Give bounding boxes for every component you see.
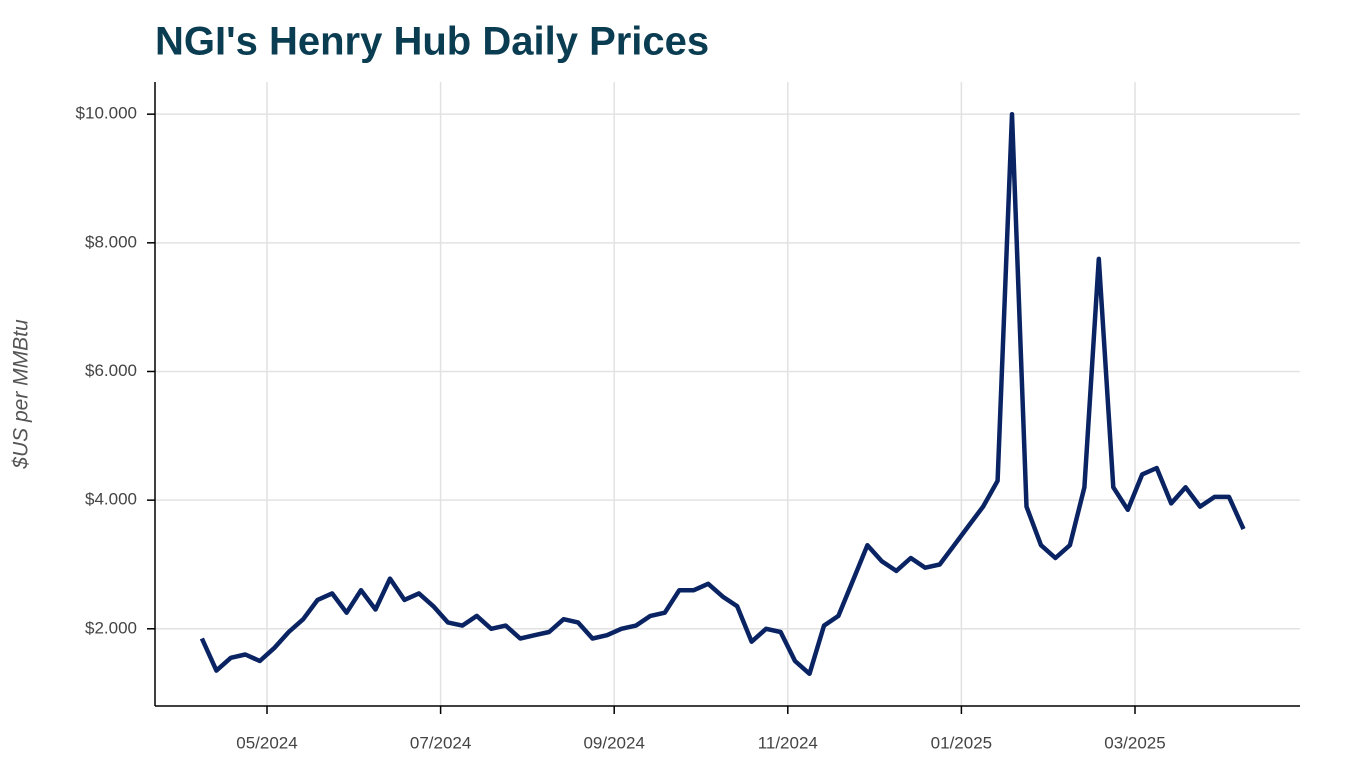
price-line [199,111,1246,677]
y-axis-label: $US per MMBtu [10,319,33,470]
x-tick-label: 01/2025 [931,733,992,752]
y-tick-label: $10.000 [76,104,137,123]
chart-title: NGI's Henry Hub Daily Prices [155,20,709,64]
y-tick-label: $8.000 [85,232,137,251]
x-tick-label: 03/2025 [1104,733,1165,752]
y-tick-label: $6.000 [85,361,137,380]
y-tick-label: $2.000 [85,618,137,637]
y-tick-label: $4.000 [85,490,137,509]
x-tick-label: 11/2024 [758,733,818,752]
x-tick-label: 07/2024 [410,733,471,752]
x-tick-label: 05/2024 [236,733,297,752]
x-tick-label: 09/2024 [583,733,644,752]
